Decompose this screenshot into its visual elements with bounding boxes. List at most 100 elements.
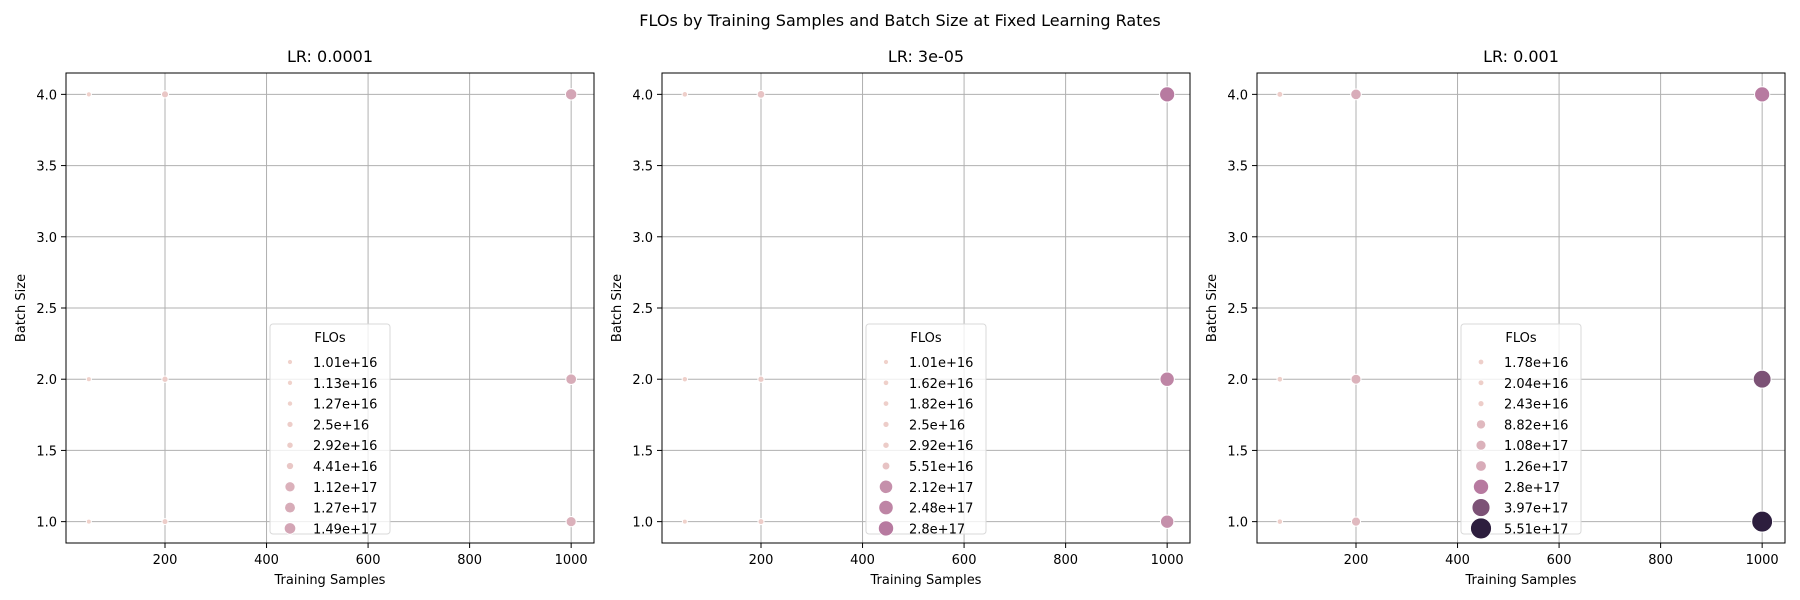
legend-marker [283,522,297,535]
legend-entry-label: 2.5e+16 [313,418,369,433]
legend-entry-label: 3.97e+17 [1504,502,1568,517]
data-point [1159,371,1175,387]
x-tick-label: 200 [1344,553,1369,568]
x-tick-label: 600 [952,553,977,568]
legend-marker [882,441,890,449]
data-point [756,90,766,99]
data-point [160,90,170,99]
data-point [757,518,765,526]
data-point [681,375,689,383]
legend-marker [1471,498,1491,517]
legend-marker [882,379,890,386]
legend-title: FLOs [1505,331,1536,346]
legend-marker [284,481,296,493]
data-point [1752,369,1772,389]
legend-marker [286,462,294,470]
legend-marker [878,500,894,516]
x-axis-label: Training Samples [274,573,386,588]
data-point [161,518,169,526]
legend-title: FLOs [910,331,941,346]
y-tick-label: 4.0 [36,88,57,103]
legend-marker [1477,400,1485,408]
y-tick-label: 3.5 [632,160,653,175]
data-point [1159,514,1175,529]
data-point [1350,373,1362,385]
legend-entry-label: 1.26e+17 [1504,460,1568,475]
data-point [1159,86,1176,103]
panel-lr-0.001: LR: 0.001 Training Samples Batch Size 20… [1205,47,1786,588]
legend-entry-label: 5.51e+17 [1504,522,1568,537]
y-tick-label: 3.5 [1227,160,1248,175]
legend-marker [1477,358,1485,366]
data-point [564,88,578,101]
y-axis-label: Batch Size [610,274,625,342]
data-point [681,518,688,525]
y-tick-label: 3.5 [36,160,57,175]
legend-box [269,323,391,535]
y-tick-label: 3.0 [632,231,653,246]
data-point [85,376,92,383]
legend-entry-label: 2.92e+16 [313,439,377,454]
y-tick-label: 1.0 [1227,516,1248,531]
legend-marker [882,420,890,428]
legend-entry-label: 1.62e+16 [909,377,973,392]
legend-entry-label: 2.12e+17 [909,481,973,496]
legend-entry-label: 1.12e+17 [313,481,377,496]
data-point [161,375,169,383]
legend-entry-label: 1.49e+17 [313,522,377,537]
y-tick-label: 1.5 [632,444,653,459]
x-tick-label: 800 [1648,553,1673,568]
data-point [1276,518,1284,525]
legend-entry-label: 1.01e+16 [909,356,973,371]
data-point [681,91,689,98]
legend-marker [1472,478,1490,495]
x-tick-label: 600 [356,553,381,568]
legend-entry-label: 2.04e+16 [1504,377,1568,392]
legend-entry-label: 5.51e+16 [909,460,973,475]
legend-marker [1475,419,1487,430]
legend-marker [1475,460,1487,472]
legend-entry-label: 1.82e+16 [909,398,973,413]
legend-marker [286,420,294,428]
x-tick-label: 400 [850,553,875,568]
y-tick-label: 1.5 [36,444,57,459]
axes-frame [1256,72,1786,544]
data-point [1751,510,1774,533]
legend-marker [284,501,296,514]
legend-entry-label: 8.82e+16 [1504,418,1568,433]
y-axis-label: Batch Size [1205,274,1220,342]
panel-title: LR: 0.0001 [287,47,373,66]
axes-frame [65,72,595,544]
legend-entry-label: 1.27e+16 [313,398,377,413]
data-point [565,373,578,386]
x-tick-label: 400 [1445,553,1470,568]
x-tick-label: 400 [254,553,279,568]
y-tick-label: 2.0 [1227,373,1248,388]
x-tick-label: 800 [1053,553,1078,568]
y-axis-label: Batch Size [14,274,29,342]
legend-entry-label: 2.92e+16 [909,439,973,454]
data-point [565,516,577,528]
x-tick-label: 1000 [1746,553,1779,568]
axes-frame [661,72,1191,544]
legend-entry-label: 1.27e+17 [313,502,377,517]
data-point [1276,90,1284,98]
legend-marker [877,520,895,537]
x-tick-label: 800 [457,553,482,568]
legend-entry-label: 2.43e+16 [1504,398,1568,413]
legend-marker [287,379,293,386]
legend-marker [1475,439,1487,451]
panel-lr-0.0001: LR: 0.0001 Training Samples Batch Size 2… [14,47,595,588]
legend-marker [878,479,894,494]
legend-marker [1470,517,1492,540]
panel-lr-3e-05: LR: 3e-05 Training Samples Batch Size 20… [610,47,1191,588]
legend-entry-label: 4.41e+16 [313,460,377,475]
x-tick-label: 600 [1547,553,1572,568]
y-tick-label: 2.0 [36,373,57,388]
legend-entry-label: 2.48e+17 [909,502,973,517]
legend-marker [882,400,890,407]
legend-marker [286,400,294,407]
data-point [757,375,765,383]
x-tick-label: 1000 [555,553,588,568]
